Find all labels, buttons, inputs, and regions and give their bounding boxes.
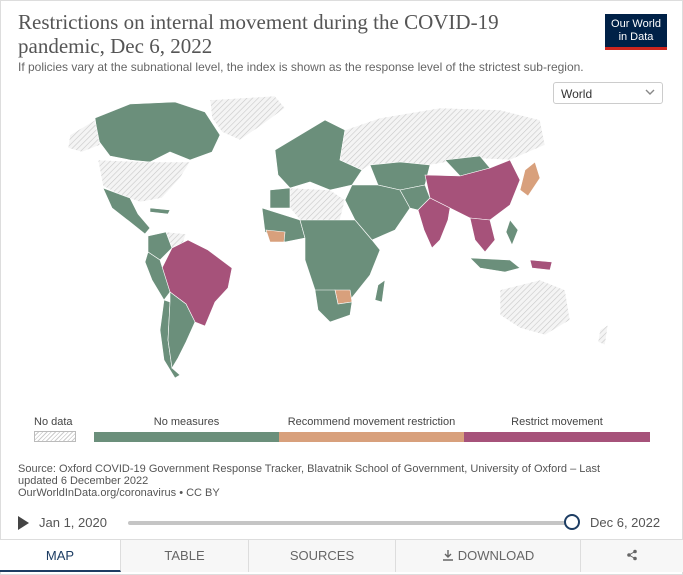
chevron-down-icon bbox=[645, 89, 655, 95]
chart-subtitle: If policies vary at the subnational leve… bbox=[18, 60, 584, 74]
source-line-2[interactable]: OurWorldInData.org/coronavirus • CC BY bbox=[18, 487, 220, 499]
timeline-track[interactable] bbox=[128, 521, 572, 525]
timeline-start-label: Jan 1, 2020 bbox=[39, 515, 107, 530]
logo-line-2: in Data bbox=[618, 31, 654, 43]
tab-share[interactable] bbox=[581, 540, 683, 572]
share-icon bbox=[627, 549, 637, 561]
owid-logo[interactable]: Our World in Data bbox=[605, 14, 667, 50]
region-russia bbox=[339, 107, 546, 171]
legend-bin-recommend bbox=[279, 432, 464, 442]
region-indonesia bbox=[469, 257, 521, 273]
region-caribbean bbox=[149, 207, 171, 215]
tab-table[interactable]: TABLE bbox=[121, 540, 249, 572]
world-map bbox=[67, 95, 609, 379]
source-line-1: Source: Oxford COVID-19 Government Respo… bbox=[18, 463, 601, 487]
legend-no-data-swatch bbox=[34, 431, 76, 442]
legend-label-recommend: Recommend movement restriction bbox=[287, 416, 456, 428]
region-greenland bbox=[209, 95, 286, 141]
bottom-tabs: MAP TABLE SOURCES DOWNLOAD bbox=[0, 539, 683, 572]
region-mexico bbox=[102, 187, 151, 235]
tab-download[interactable]: DOWNLOAD bbox=[396, 540, 581, 572]
region-united-states bbox=[97, 159, 191, 203]
region-north-africa bbox=[289, 187, 346, 225]
play-icon[interactable] bbox=[18, 516, 29, 530]
legend-label-no-measures: No measures bbox=[153, 416, 220, 428]
region-japan bbox=[519, 161, 541, 197]
region-india bbox=[417, 197, 451, 249]
region-australia bbox=[499, 279, 571, 336]
region-alaska bbox=[67, 119, 101, 153]
legend-bin-no-measures bbox=[94, 432, 279, 442]
region-cote-divoire-ghana bbox=[265, 229, 286, 243]
legend-no-data-label: No data bbox=[34, 416, 73, 428]
region-canada bbox=[94, 101, 221, 163]
tab-sources[interactable]: SOURCES bbox=[249, 540, 396, 572]
tab-download-label: DOWNLOAD bbox=[457, 548, 535, 563]
region-papua-new-guinea bbox=[529, 259, 553, 271]
region-philippines bbox=[505, 219, 519, 246]
region-europe bbox=[274, 119, 363, 191]
region-colombia bbox=[147, 231, 173, 261]
download-icon bbox=[442, 550, 453, 561]
source-note: Source: Oxford COVID-19 Government Respo… bbox=[18, 463, 638, 499]
timeline-handle[interactable] bbox=[564, 514, 580, 530]
legend-bin-restrict bbox=[464, 432, 650, 442]
region-central-africa bbox=[299, 219, 381, 309]
region-southern-africa bbox=[314, 289, 353, 323]
region-select-value: World bbox=[561, 87, 593, 101]
region-argentina bbox=[167, 291, 196, 369]
region-morocco bbox=[269, 187, 291, 209]
region-se-asia bbox=[469, 217, 496, 253]
timeline-end-label: Dec 6, 2022 bbox=[590, 515, 661, 530]
legend-label-restrict: Restrict movement bbox=[511, 416, 603, 428]
timeline: Jan 1, 2020 Dec 6, 2022 bbox=[18, 514, 668, 532]
chart-title: Restrictions on internal movement during… bbox=[18, 10, 499, 58]
region-madagascar bbox=[374, 279, 386, 303]
region-select[interactable]: World bbox=[553, 82, 663, 104]
tab-map[interactable]: MAP bbox=[0, 540, 121, 572]
region-middle-east bbox=[344, 184, 411, 241]
logo-line-1: Our World bbox=[611, 18, 661, 30]
region-new-zealand bbox=[597, 324, 609, 346]
